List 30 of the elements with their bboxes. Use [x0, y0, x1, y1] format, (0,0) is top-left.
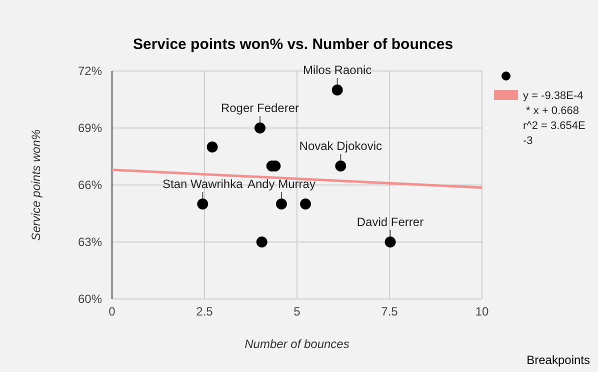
annotation: Stan Wawrihka — [162, 177, 244, 191]
x-tick-label: 0 — [108, 304, 116, 319]
point — [254, 122, 266, 134]
point — [300, 198, 312, 210]
point — [197, 198, 208, 210]
annotation: Roger Federer — [220, 101, 300, 115]
x-tick-label: 10 — [475, 304, 489, 319]
y-tick-label: 69% — [78, 120, 102, 135]
x-tick-label: 7.5 — [381, 304, 398, 319]
x-axis-title: Number of bounces — [244, 337, 350, 351]
y-axis-title: Service points won% — [29, 128, 43, 241]
point — [332, 84, 343, 96]
annotation: Andy Murray — [247, 177, 316, 191]
y-tick-label: 66% — [78, 178, 102, 192]
point — [256, 236, 268, 248]
x-tick-label: 5 — [294, 304, 301, 319]
y-tick-label: 60% — [78, 292, 102, 306]
annotation: David Ferrer — [356, 215, 424, 229]
annotation: Milos Raonic — [302, 63, 372, 77]
point — [384, 236, 396, 248]
point — [335, 160, 346, 172]
chart-title: Service points won% vs. Number of bounces — [133, 36, 454, 53]
annotation: Novak Djokovic — [299, 139, 382, 153]
point — [276, 198, 287, 210]
legend-label: y = -9.38E-4 * x + 0.668 r^2 = 3.654E-3 — [523, 90, 586, 147]
y-tick-label: 63% — [78, 234, 102, 249]
text: Breakpoints — [526, 353, 590, 367]
x-tick-label: 2.5 — [196, 304, 214, 319]
y-tick-label: 72% — [78, 64, 102, 78]
point — [206, 142, 218, 152]
